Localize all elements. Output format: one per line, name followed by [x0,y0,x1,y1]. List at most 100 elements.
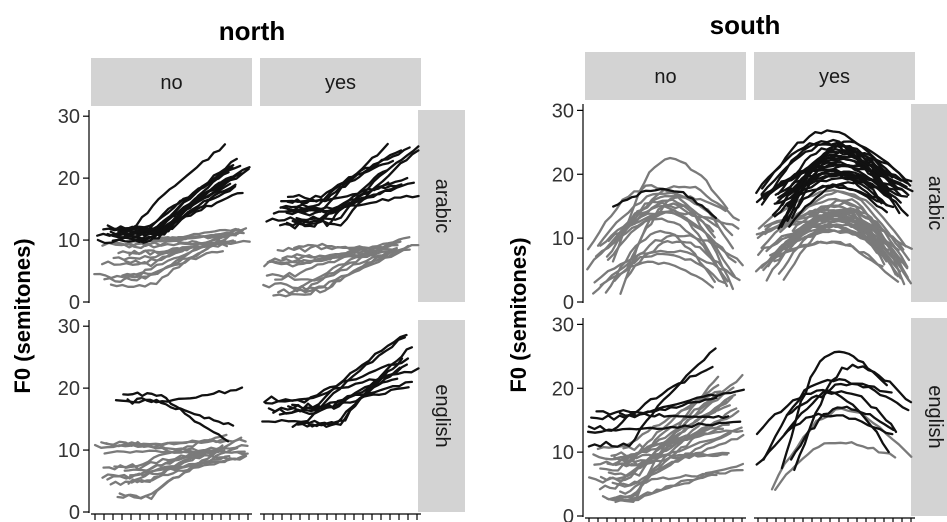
grey-f0-contour [770,407,913,491]
black-f0-contour [278,181,390,230]
grey-f0-contour [786,210,897,276]
y-tick-label: 30 [58,106,80,128]
black-f0-contour [761,129,894,190]
black-f0-contour [284,194,420,213]
grey-f0-contour [101,445,224,480]
grey-f0-contour [624,239,729,280]
y-tick-label: 20 [58,168,80,190]
panel-north-yes-english [260,333,421,520]
grey-f0-contour [124,229,241,265]
grey-f0-contour [614,473,718,504]
black-f0-contour [130,181,221,238]
grey-f0-contour [592,260,714,295]
grey-f0-contour [609,427,725,461]
column-strip-label: yes [819,66,850,88]
column-strip-label: no [654,66,676,88]
column-strip-yes [754,52,915,100]
black-f0-contour [285,149,420,227]
black-f0-contour [755,388,890,454]
black-f0-contour [793,363,913,472]
grey-f0-contour [611,156,729,263]
black-f0-contour [595,388,745,416]
grey-f0-contour [586,184,716,251]
row-strip-english [418,320,465,512]
row-strip-label: arabic [924,176,946,230]
y-tick-label: 30 [552,314,574,336]
row-strip-arabic [911,104,947,302]
grey-f0-contour [109,450,221,486]
grey-f0-contour [123,228,240,281]
black-f0-contour [264,357,410,405]
facet-title-north: north [219,16,285,46]
panel-north-yes-arabic [262,142,420,298]
column-strip-no [585,52,746,100]
y-tick-label: 20 [552,164,574,186]
y-tick-label: 0 [563,292,574,314]
panel-south-yes-arabic [754,129,914,286]
grey-f0-contour [757,189,911,262]
grey-f0-contour [774,441,897,491]
grey-f0-contour [625,195,735,270]
y-tick-label: 10 [552,228,574,250]
black-f0-contour [106,182,232,241]
grey-f0-contour [265,243,392,279]
y-tick-label: 0 [69,502,80,522]
column-strip-no [91,58,252,106]
y-tick-label: 10 [552,442,574,464]
panel-north-no-arabic [83,110,251,303]
grey-f0-contour [121,239,235,277]
grey-f0-contour [606,462,745,502]
facet-title-south: south [710,10,781,40]
black-f0-contour [265,184,399,223]
grey-f0-contour [113,444,249,471]
row-strip-english [911,318,947,516]
grey-f0-contour [616,468,744,487]
panel-north-no-english [83,320,252,520]
black-f0-contour [785,390,898,434]
column-strip-yes [260,58,421,106]
y-axis-title: F0 (semitones) [506,237,531,392]
black-f0-contour [114,386,244,404]
grey-f0-contour [613,233,744,282]
row-strip-label: english [924,385,946,448]
black-f0-contour [106,164,242,231]
grey-f0-contour [601,399,728,501]
grey-f0-contour [592,451,730,461]
black-f0-contour [780,150,897,198]
black-f0-contour [612,187,718,220]
grey-f0-contour [607,209,740,243]
black-f0-contour [286,146,411,201]
black-f0-contour [261,336,406,424]
grey-f0-contour [274,243,420,282]
row-strip-label: english [431,384,453,447]
black-f0-contour [762,167,885,204]
grey-f0-contour [93,239,221,280]
y-tick-label: 0 [69,292,80,314]
grey-f0-contour [767,213,900,268]
grey-f0-contour [762,219,903,272]
black-f0-contour [122,391,230,443]
panel-south-yes-english [754,350,915,522]
y-tick-label: 30 [552,100,574,122]
row-strip-label: arabic [431,179,453,233]
black-f0-contour [109,157,238,236]
grey-f0-contour [299,244,410,294]
black-f0-contour [782,176,902,204]
black-f0-contour [126,396,235,427]
black-f0-contour [586,420,742,434]
grey-f0-contour [607,373,744,478]
black-f0-contour [783,382,910,436]
grey-f0-contour [124,441,249,456]
column-strip-label: yes [325,72,356,94]
y-tick-label: 0 [563,506,574,522]
y-tick-label: 30 [58,316,80,338]
black-f0-contour [587,347,717,448]
grey-f0-contour [109,232,237,288]
black-f0-contour [291,363,408,411]
y-tick-label: 10 [58,440,80,462]
column-strip-label: no [160,72,182,94]
panel-south-no-arabic [577,104,744,303]
grey-f0-contour [105,438,247,448]
grey-f0-contour [267,249,398,264]
